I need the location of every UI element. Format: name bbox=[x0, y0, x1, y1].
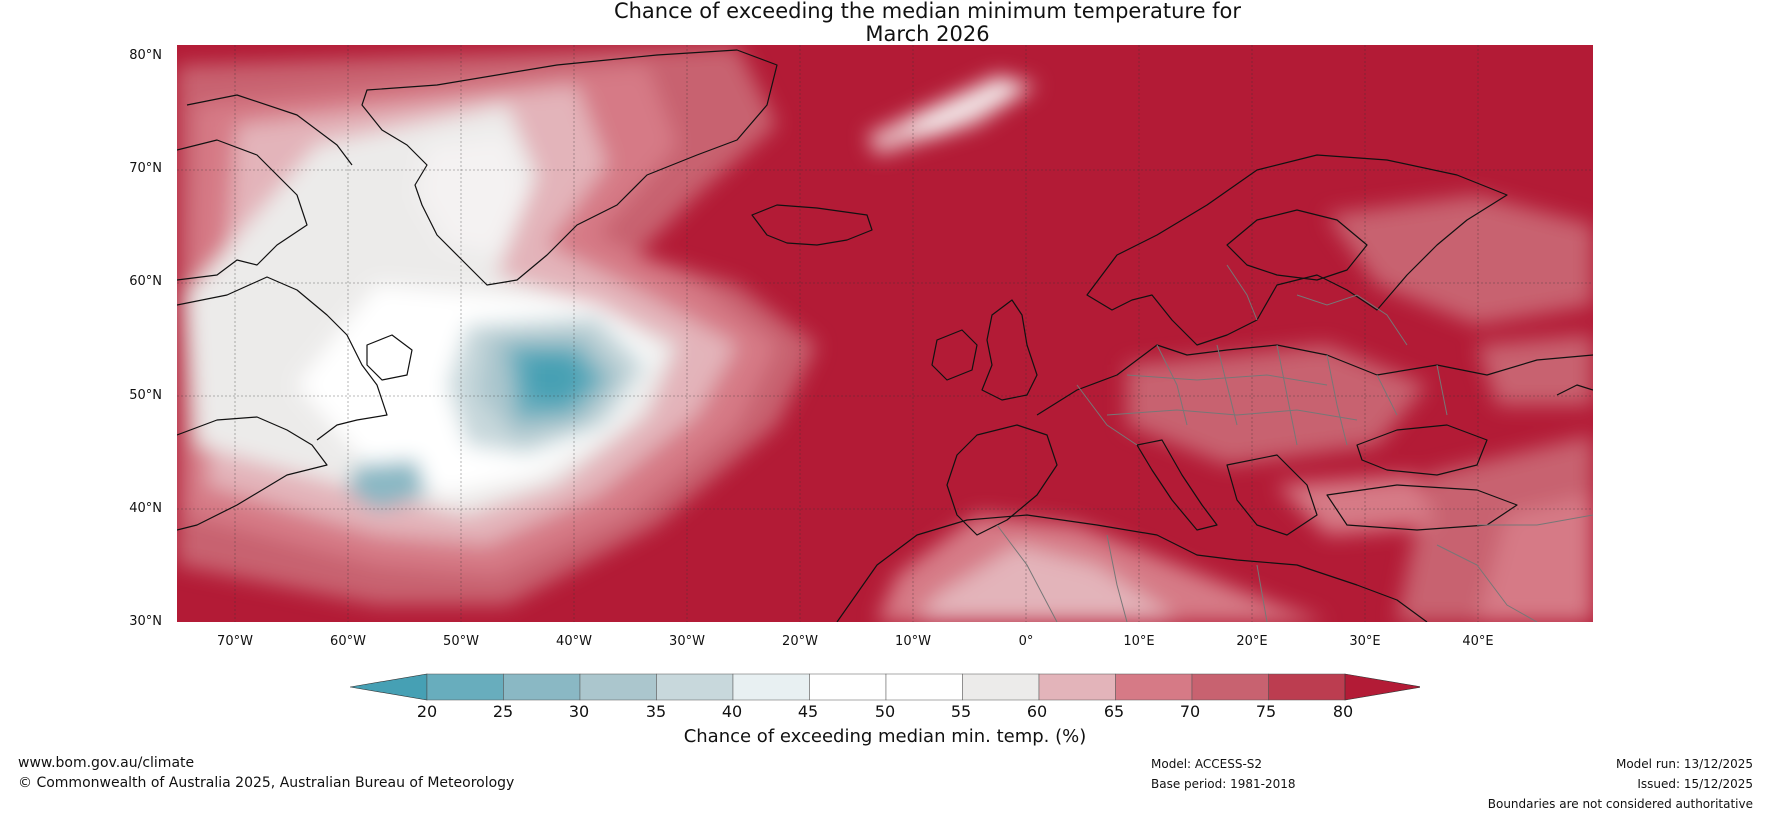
map-canvas bbox=[177, 45, 1593, 622]
colorbar-tick: 25 bbox=[492, 702, 514, 721]
colorbar-tick: 65 bbox=[1103, 702, 1125, 721]
lon-label-10e: 10°E bbox=[1123, 634, 1155, 649]
lat-label-30n: 30°N bbox=[129, 614, 162, 629]
lon-label-60w: 60°W bbox=[330, 634, 366, 649]
colorbar-tick: 50 bbox=[874, 702, 896, 721]
issued-text: Issued: 15/12/2025 bbox=[1637, 777, 1753, 791]
colorbar-tick: 70 bbox=[1179, 702, 1201, 721]
colorbar-label: Chance of exceeding median min. temp. (%… bbox=[683, 726, 1087, 747]
colorbar-extend-high bbox=[1344, 673, 1420, 701]
caspian-coast bbox=[1556, 384, 1593, 396]
baffin-coast bbox=[177, 139, 308, 281]
labrador-coast bbox=[177, 276, 388, 441]
north-africa-coast bbox=[836, 514, 1428, 622]
nova-scotia-coast bbox=[177, 416, 328, 531]
coastlines bbox=[177, 49, 1593, 622]
turkey-coast bbox=[1326, 484, 1518, 531]
lon-label-40w: 40°W bbox=[556, 634, 592, 649]
scandinavia-coast bbox=[1086, 154, 1508, 346]
colorbar-segment bbox=[503, 673, 581, 701]
website-text: www.bom.gov.au/climate bbox=[18, 755, 195, 771]
model-run-text: Model run: 13/12/2025 bbox=[1615, 757, 1753, 771]
balkans-coast bbox=[1226, 454, 1318, 536]
disclaimer-text: Boundaries are not considered authoritat… bbox=[1487, 797, 1753, 811]
probability-map bbox=[177, 45, 1593, 622]
lon-label-0: 0° bbox=[1018, 634, 1034, 649]
lat-label-40n: 40°N bbox=[129, 501, 162, 516]
lon-label-70w: 70°W bbox=[217, 634, 253, 649]
colorbar-segment bbox=[1268, 673, 1346, 701]
ireland-coast bbox=[931, 329, 978, 381]
colorbar-tick: 80 bbox=[1332, 702, 1354, 721]
iberia-coast bbox=[946, 424, 1058, 536]
colorbar-segment bbox=[809, 673, 887, 701]
colorbar-segment bbox=[426, 673, 504, 701]
colorbar-tick: 35 bbox=[645, 702, 667, 721]
great-britain-coast bbox=[981, 299, 1038, 401]
lon-label-30e: 30°E bbox=[1349, 634, 1381, 649]
greenland-coast bbox=[361, 49, 778, 286]
iceland-coast bbox=[751, 204, 873, 246]
lon-label-10w: 10°W bbox=[895, 634, 931, 649]
lon-label-30w: 30°W bbox=[669, 634, 705, 649]
colorbar-segment bbox=[656, 673, 734, 701]
colorbar-tick: 20 bbox=[416, 702, 438, 721]
lat-label-70n: 70°N bbox=[129, 161, 162, 176]
base-period-text: Base period: 1981-2018 bbox=[1151, 777, 1296, 791]
colorbar-tick: 30 bbox=[568, 702, 590, 721]
country-borders bbox=[996, 264, 1593, 622]
finland-coast bbox=[1226, 209, 1368, 281]
colorbar-tick: 60 bbox=[1026, 702, 1048, 721]
black-sea-coast bbox=[1356, 424, 1488, 476]
colorbar bbox=[350, 673, 1420, 701]
title-line-1: Chance of exceeding the median minimum t… bbox=[613, 0, 1242, 23]
lat-label-80n: 80°N bbox=[129, 48, 162, 63]
newfoundland-coast bbox=[366, 334, 413, 381]
colorbar-tick: 55 bbox=[950, 702, 972, 721]
colorbar-tick: 40 bbox=[721, 702, 743, 721]
copyright-text: © Commonwealth of Australia 2025, Austra… bbox=[18, 775, 515, 791]
lon-label-50w: 50°W bbox=[443, 634, 479, 649]
map-title: Chance of exceeding the median minimum t… bbox=[0, 0, 1770, 46]
title-line-2: March 2026 bbox=[865, 22, 990, 46]
arctic-canada-coast bbox=[186, 94, 353, 166]
lon-label-20e: 20°E bbox=[1236, 634, 1268, 649]
italy-coast bbox=[1136, 439, 1218, 531]
colorbar-segment bbox=[732, 673, 810, 701]
lat-label-50n: 50°N bbox=[129, 388, 162, 403]
lat-label-60n: 60°N bbox=[129, 274, 162, 289]
colorbar-segment bbox=[1115, 673, 1193, 701]
colorbar-segment bbox=[962, 673, 1040, 701]
lon-label-40e: 40°E bbox=[1462, 634, 1494, 649]
colorbar-segment bbox=[579, 673, 657, 701]
colorbar-tick: 45 bbox=[797, 702, 819, 721]
colorbar-segment bbox=[1191, 673, 1269, 701]
colorbar-extend-low bbox=[350, 673, 428, 701]
colorbar-tick: 75 bbox=[1255, 702, 1277, 721]
colorbar-segment bbox=[1038, 673, 1116, 701]
model-text: Model: ACCESS-S2 bbox=[1151, 757, 1263, 771]
colorbar-segment bbox=[885, 673, 963, 701]
lon-label-20w: 20°W bbox=[782, 634, 818, 649]
